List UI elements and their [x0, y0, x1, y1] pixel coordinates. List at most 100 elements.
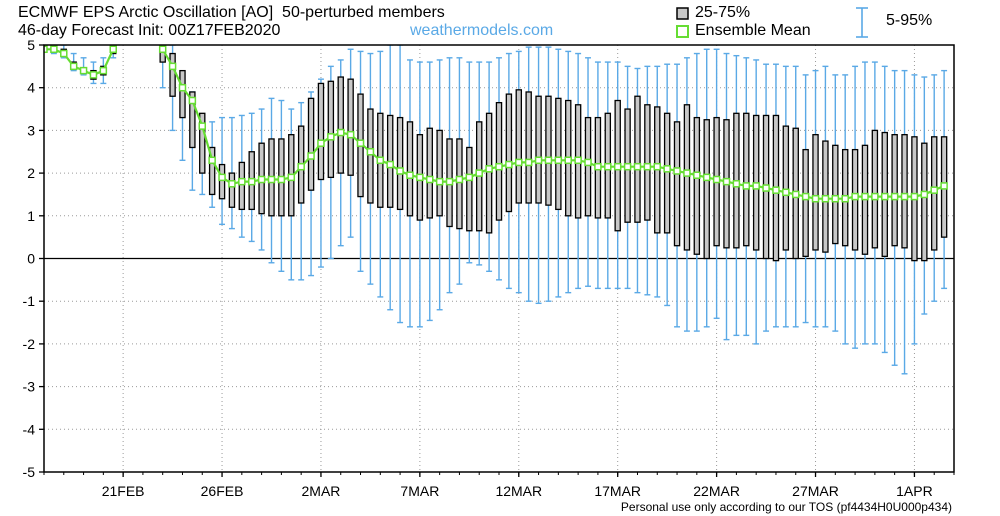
quartile-box	[663, 112, 671, 234]
mean-marker	[722, 177, 731, 186]
mean-marker	[277, 175, 286, 184]
mean-marker	[782, 188, 790, 197]
mean-marker	[376, 156, 385, 165]
quartile-box	[525, 91, 532, 204]
quartile-box	[871, 129, 879, 249]
mean-marker	[307, 152, 315, 160]
mean-marker	[633, 162, 642, 171]
mean-marker	[663, 165, 671, 173]
quartile-box	[901, 134, 908, 249]
mean-marker	[99, 66, 108, 75]
mean-marker	[871, 192, 879, 201]
y-tick-label: 3	[27, 122, 35, 138]
mean-marker	[604, 162, 612, 171]
mean-marker	[534, 156, 543, 165]
mean-marker	[742, 182, 751, 190]
mean-marker	[712, 175, 721, 184]
mean-marker	[416, 173, 424, 182]
mean-marker	[79, 66, 88, 75]
mean-marker	[50, 45, 58, 54]
mean-marker	[218, 173, 226, 182]
quartile-box	[218, 163, 226, 200]
mean-marker	[396, 167, 404, 175]
mean-marker	[120, 25, 126, 31]
x-tick-label: 12MAR	[495, 483, 542, 499]
mean-marker	[554, 156, 563, 165]
mean-marker	[366, 148, 375, 156]
quartile-box	[150, 15, 155, 24]
mean-marker	[158, 45, 167, 54]
mean-marker	[702, 173, 711, 182]
quartile-box	[495, 101, 503, 221]
quartile-box	[555, 97, 562, 211]
quartile-box	[644, 104, 651, 221]
quartile-box	[406, 121, 414, 217]
mean-marker	[356, 139, 365, 147]
mean-marker	[257, 175, 266, 184]
quartile-box	[307, 97, 315, 191]
y-tick-label: 5	[27, 37, 35, 53]
mean-marker	[445, 177, 454, 186]
quartile-box	[238, 161, 246, 211]
mean-marker	[564, 156, 572, 165]
mean-marker	[426, 175, 434, 184]
mean-marker	[109, 45, 117, 54]
quartile-box	[832, 144, 839, 245]
quartile-box	[703, 119, 710, 260]
legend-mean-label: Ensemble Mean	[695, 22, 811, 39]
y-tick-label: 2	[27, 165, 35, 181]
quartile-box	[466, 146, 473, 232]
quartile-box	[189, 91, 196, 149]
mean-marker	[752, 182, 760, 190]
mean-marker	[89, 71, 98, 79]
quartile-box	[228, 172, 236, 208]
quartile-box	[327, 80, 335, 179]
mean-marker	[327, 133, 335, 141]
mean-marker	[515, 158, 523, 167]
y-tick-label: 1	[27, 208, 35, 224]
y-tick-label: -2	[23, 336, 36, 352]
x-tick-label: 21FEB	[102, 483, 145, 499]
legend-icons	[676, 7, 868, 38]
watermark: weathermodels.com	[410, 22, 554, 39]
mean-marker	[613, 162, 622, 171]
quartile-box	[396, 116, 404, 211]
mean-marker	[406, 171, 414, 179]
x-tick-label: 7MAR	[400, 483, 439, 499]
whiskers	[44, 45, 948, 375]
x-tick-label: 27MAR	[792, 483, 839, 499]
mean-marker	[485, 165, 493, 173]
quartile-box	[545, 95, 552, 206]
mean-marker	[762, 184, 770, 192]
mean-marker	[297, 162, 305, 171]
quartile-box	[743, 112, 750, 247]
mean-marker	[861, 192, 869, 201]
mean-marker	[544, 156, 553, 165]
mean-marker	[208, 156, 216, 165]
footer-note: Personal use only according to our TOS (…	[620, 500, 952, 514]
mean-marker	[178, 83, 187, 92]
legend-box-icon	[676, 7, 689, 20]
mean-marker	[238, 177, 246, 186]
mean-marker	[247, 177, 256, 186]
mean-marker	[475, 169, 483, 177]
legend-range-label: 5-95%	[886, 12, 933, 29]
mean-marker	[495, 162, 503, 171]
mean-marker	[643, 162, 652, 171]
quartile-box	[337, 76, 344, 174]
quartile-box	[802, 148, 809, 258]
x-tick-label: 2MAR	[302, 483, 341, 499]
mean-marker	[791, 190, 800, 199]
quartile-box	[456, 138, 463, 230]
mean-marker	[940, 182, 948, 190]
y-tick-label: 0	[27, 251, 35, 267]
mean-marker	[188, 96, 197, 105]
x-tick-label: 26FEB	[201, 483, 244, 499]
mean-marker	[801, 192, 810, 201]
quartile-box	[199, 112, 206, 174]
x-tick-label: 22MAR	[693, 483, 740, 499]
mean-marker	[683, 169, 691, 177]
quartile-box	[317, 82, 325, 181]
mean-marker	[336, 128, 345, 137]
mean-marker	[455, 175, 464, 184]
